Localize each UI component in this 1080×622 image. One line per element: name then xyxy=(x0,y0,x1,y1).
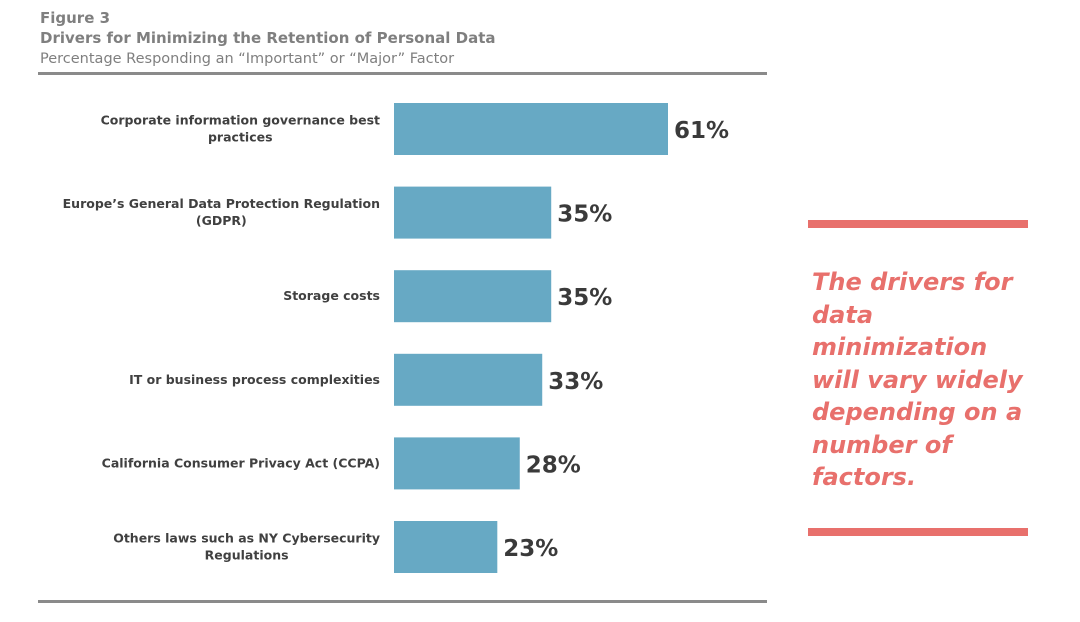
data-label: 35% xyxy=(557,202,612,228)
chart-title: Drivers for Minimizing the Retention of … xyxy=(40,29,496,47)
data-label: 23% xyxy=(503,536,558,562)
category-label: practices xyxy=(208,130,273,145)
bar xyxy=(394,437,520,490)
category-label: California Consumer Privacy Act (CCPA) xyxy=(102,455,380,470)
bar xyxy=(394,270,552,323)
bar xyxy=(394,521,498,573)
category-label: Regulations xyxy=(205,548,289,563)
data-label: 28% xyxy=(526,452,581,478)
bar xyxy=(394,353,543,406)
data-label: 35% xyxy=(557,285,612,311)
category-label: Storage costs xyxy=(283,288,380,303)
header-rule xyxy=(38,72,767,75)
footer-rule xyxy=(38,600,767,603)
category-label: IT or business process complexities xyxy=(129,372,380,387)
bar xyxy=(394,186,552,239)
callout-bottom-bar xyxy=(808,528,1028,536)
callout-text: The drivers for data minimization will v… xyxy=(812,268,1023,491)
data-label: 33% xyxy=(548,369,603,395)
category-label: (GDPR) xyxy=(196,213,247,228)
bar xyxy=(394,103,668,155)
figure-number: Figure 3 xyxy=(40,9,111,27)
category-label: Others laws such as NY Cybersecurity xyxy=(113,531,380,546)
category-label: Corporate information governance best xyxy=(101,113,380,128)
category-label: Europe’s General Data Protection Regulat… xyxy=(63,196,380,211)
data-label: 61% xyxy=(674,118,729,144)
bar-chart: 61% Corporate information governance best… xyxy=(63,103,729,573)
chart-subtitle: Percentage Responding an “Important” or … xyxy=(40,51,455,67)
callout-top-bar xyxy=(808,220,1028,228)
